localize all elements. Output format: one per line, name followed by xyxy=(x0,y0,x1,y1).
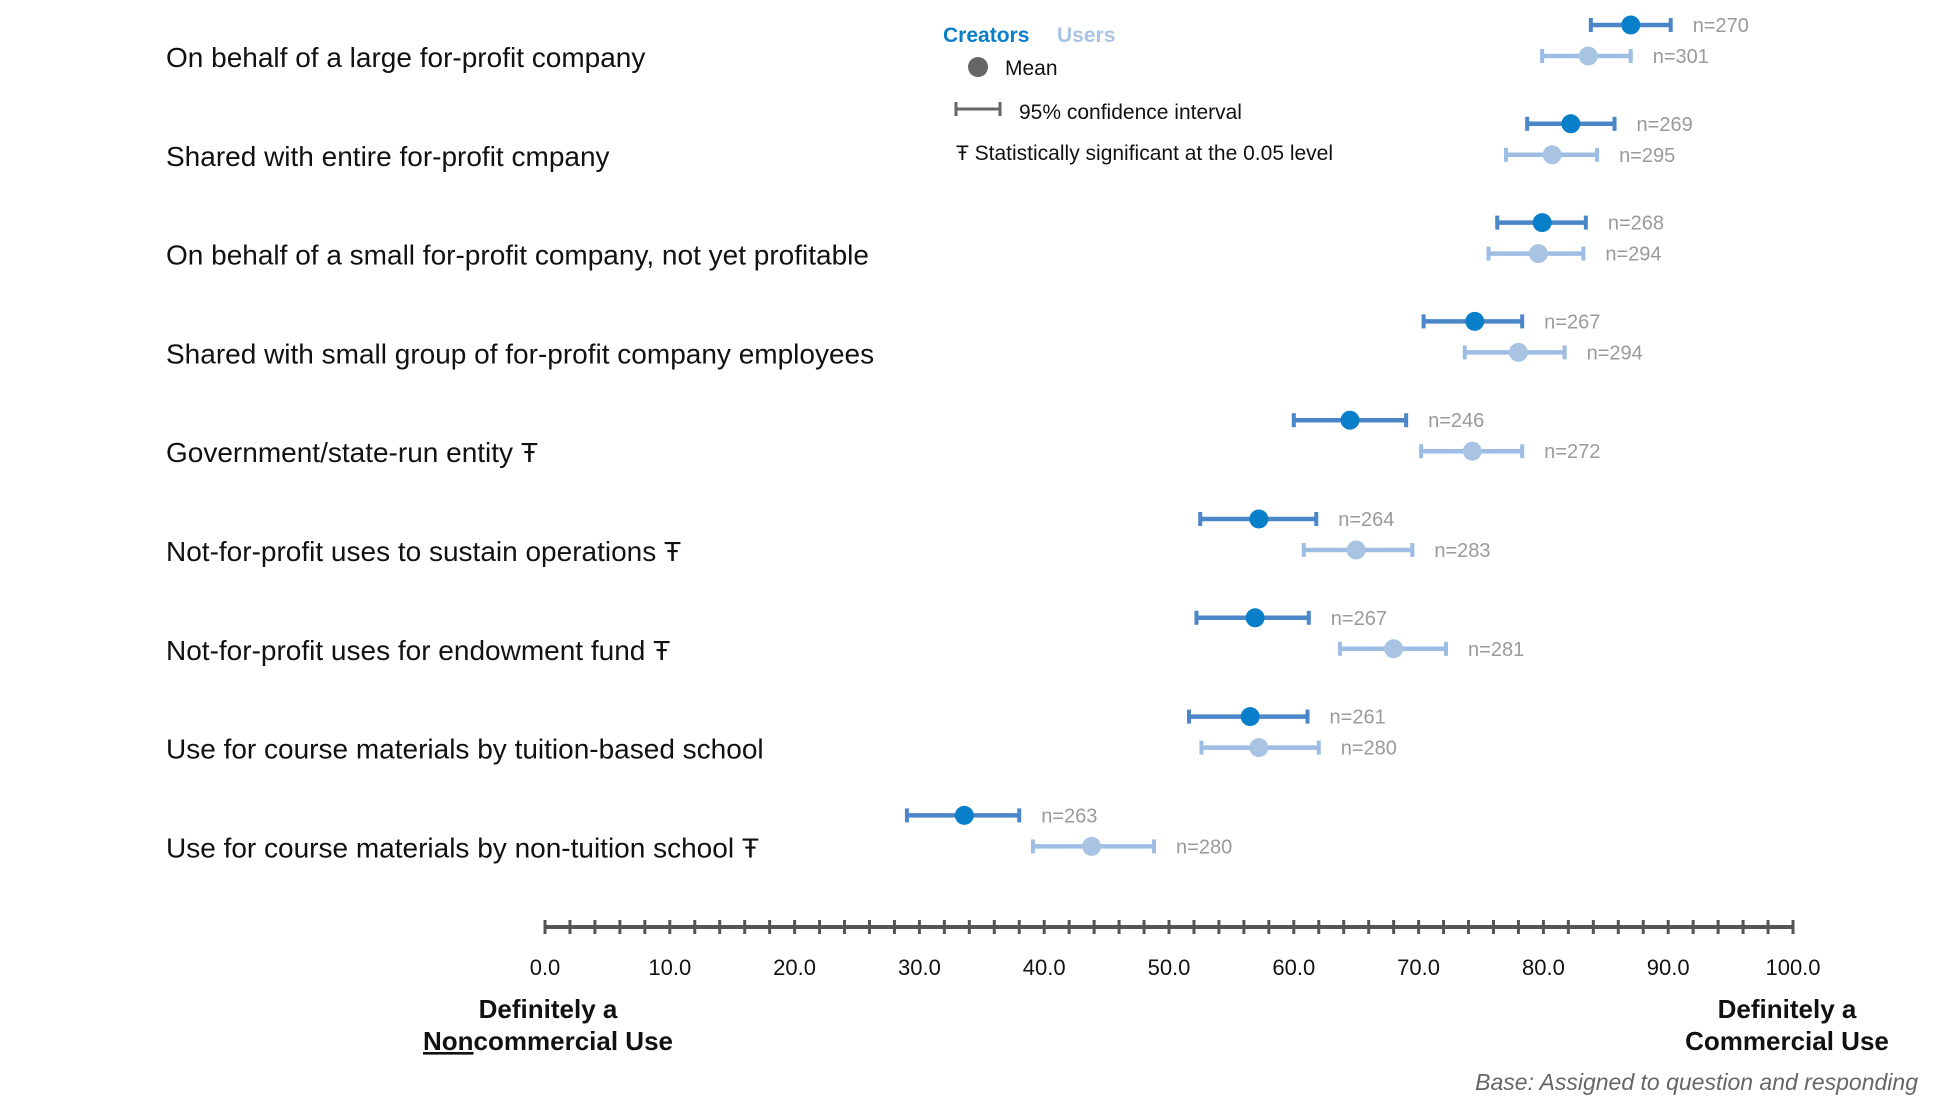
legend-users: Users xyxy=(1057,24,1115,47)
x-tick-label: 30.0 xyxy=(898,955,941,980)
base-note: Base: Assigned to question and respondin… xyxy=(1475,1069,1918,1095)
x-tick-label: 50.0 xyxy=(1148,955,1191,980)
category-label: Use for course materials by tuition-base… xyxy=(166,734,764,765)
n-label: n=294 xyxy=(1587,342,1643,364)
category-label: On behalf of a small for-profit company,… xyxy=(166,240,869,271)
creators-point-group xyxy=(904,805,1022,825)
n-label: n=280 xyxy=(1176,836,1232,858)
x-tick-label: 90.0 xyxy=(1647,955,1690,980)
mean-point xyxy=(1240,707,1260,727)
x-tick-label: 60.0 xyxy=(1272,955,1315,980)
x-tick-label: 80.0 xyxy=(1522,955,1565,980)
mean-point xyxy=(1340,410,1360,430)
n-label: n=267 xyxy=(1544,311,1600,333)
x-tick-label: 0.0 xyxy=(530,955,561,980)
x-tick-label: 10.0 xyxy=(648,955,691,980)
n-labels: n=270 n=269 n=268 n=267 n=246 n=264 n=267 n=261… xyxy=(1041,15,1749,858)
mean-point xyxy=(1465,311,1485,331)
category-label: Not-for-profit uses for endowment fund Ŧ xyxy=(166,635,670,666)
n-label: n=272 xyxy=(1544,441,1600,463)
n-label: n=283 xyxy=(1434,540,1490,562)
n-label: n=294 xyxy=(1605,244,1661,266)
legend-creators: Creators xyxy=(943,24,1029,47)
users-point-group xyxy=(1503,145,1600,165)
n-label: n=270 xyxy=(1693,15,1749,37)
n-label: n=268 xyxy=(1608,213,1664,235)
mean-point xyxy=(1532,213,1552,233)
series-marks xyxy=(904,15,1673,856)
n-label: n=295 xyxy=(1619,145,1675,167)
category-label: Shared with small group of for-profit co… xyxy=(166,338,874,369)
users-point-group xyxy=(1540,46,1633,66)
x-tick-label: 100.0 xyxy=(1765,955,1820,980)
mean-point xyxy=(1542,145,1562,165)
n-label: n=263 xyxy=(1041,805,1097,827)
mean-point xyxy=(1561,114,1581,134)
mean-point xyxy=(954,805,974,825)
mean-point xyxy=(1245,608,1265,628)
label-rest: commercial Use xyxy=(474,1026,673,1056)
category-label: Shared with entire for-profit cmpany xyxy=(166,141,610,172)
n-label: n=280 xyxy=(1341,738,1397,760)
mean-point xyxy=(1621,15,1641,35)
creators-point-group xyxy=(1525,114,1617,134)
x-right-end-label-line2: Commercial Use xyxy=(1685,1026,1889,1056)
mean-point xyxy=(1462,441,1482,461)
users-point-group xyxy=(1337,639,1449,659)
mean-point xyxy=(1384,639,1404,659)
mean-point xyxy=(1249,738,1269,758)
category-label: On behalf of a large for-profit company xyxy=(166,42,645,73)
mean-point xyxy=(1528,244,1548,264)
n-label: n=246 xyxy=(1428,410,1484,432)
mean-point xyxy=(1508,342,1528,362)
n-label: n=267 xyxy=(1331,608,1387,630)
x-right-end-label-line1: Definitely a xyxy=(1718,994,1857,1024)
category-labels: On behalf of a large for-profit company S… xyxy=(166,42,874,863)
category-label: Government/state-run entity Ŧ xyxy=(166,437,538,468)
x-left-end-label-line2: Noncommercial Use xyxy=(423,1026,673,1056)
mean-point xyxy=(1249,509,1269,529)
n-label: n=269 xyxy=(1637,114,1693,136)
users-point-group xyxy=(1462,342,1567,362)
underlined-prefix: Non xyxy=(423,1026,474,1056)
x-tick-label: 20.0 xyxy=(773,955,816,980)
category-label: Not-for-profit uses to sustain operation… xyxy=(166,536,681,567)
x-axis: 0.0 10.0 20.0 30.0 40.0 50.0 60.0 70.0 80.0 90.0 1… xyxy=(423,920,1889,1056)
creators-point-group xyxy=(1495,213,1588,233)
creators-point-group xyxy=(1588,15,1673,35)
n-label: n=301 xyxy=(1653,46,1709,68)
creators-point-group xyxy=(1198,509,1319,529)
legend-significance-label: Ŧ Statistically significant at the 0.05 … xyxy=(956,142,1333,165)
legend-mean-label: Mean xyxy=(1005,57,1058,80)
n-label: n=261 xyxy=(1330,707,1386,729)
mean-point xyxy=(1082,836,1102,856)
n-label: n=264 xyxy=(1338,509,1394,531)
legend-mean-marker xyxy=(968,57,988,77)
mean-point xyxy=(1578,46,1598,66)
legend: Creators Users Mean 95% confidence interval… xyxy=(943,24,1333,165)
creators-point-group xyxy=(1186,707,1310,727)
users-point-group xyxy=(1199,738,1321,758)
users-point-group xyxy=(1486,244,1586,264)
users-point-group xyxy=(1419,441,1525,461)
x-left-end-label-line1: Definitely a xyxy=(479,994,618,1024)
mean-point xyxy=(1346,540,1366,560)
category-label: Use for course materials by non-tuition … xyxy=(166,832,759,863)
users-point-group xyxy=(1301,540,1415,560)
creators-point-group xyxy=(1194,608,1311,628)
n-label: n=281 xyxy=(1468,639,1524,661)
creators-point-group xyxy=(1291,410,1409,430)
users-point-group xyxy=(1030,836,1157,856)
x-tick-label: 70.0 xyxy=(1397,955,1440,980)
x-tick-label: 40.0 xyxy=(1023,955,1066,980)
legend-ci-label: 95% confidence interval xyxy=(1019,101,1242,124)
creators-point-group xyxy=(1421,311,1525,331)
